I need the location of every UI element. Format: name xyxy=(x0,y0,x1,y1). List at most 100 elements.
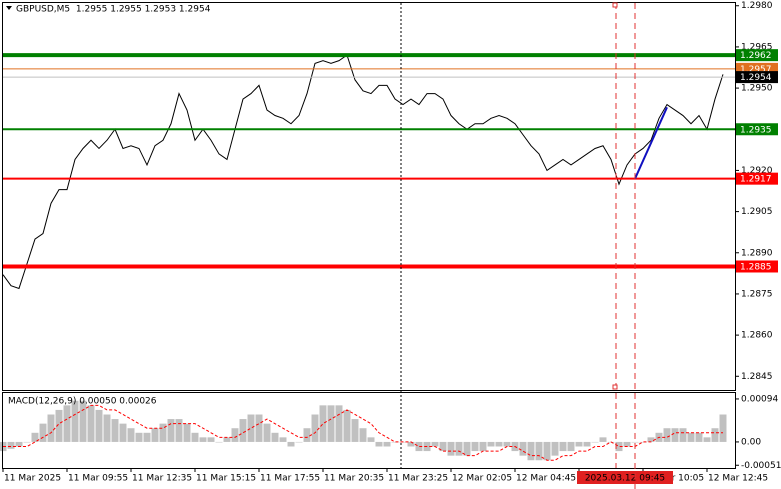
histogram-bar xyxy=(7,441,15,449)
histogram-bar xyxy=(583,441,591,447)
histogram-bar xyxy=(287,441,295,447)
level-label-box xyxy=(736,260,778,273)
histogram-bar xyxy=(543,441,551,461)
y-tick-label: 1.2860 xyxy=(741,331,773,341)
y-tick-label: 1.2905 xyxy=(741,207,773,217)
histogram-bar xyxy=(567,441,575,452)
level-label: 1.2917 xyxy=(736,172,778,185)
trade-line xyxy=(634,106,668,180)
level-label-box xyxy=(736,172,778,185)
x-tick-label: 11 Mar 09:55 xyxy=(68,474,128,484)
histogram-bar xyxy=(503,441,511,447)
histogram-bar xyxy=(415,441,423,452)
x-tick-label: 11 Mar 15:15 xyxy=(196,474,256,484)
histogram-bar xyxy=(279,437,287,442)
y-tick-label: 1.2875 xyxy=(741,289,773,299)
histogram-bar xyxy=(199,437,207,442)
histogram-bar xyxy=(135,432,143,442)
histogram-bar xyxy=(591,441,599,443)
x-tick-label: 11 Mar 2025 xyxy=(4,474,61,484)
histogram-bar xyxy=(127,428,135,442)
histogram-bar xyxy=(223,437,231,442)
macd-title: MACD(12,26,9) 0.00050 0.00026 xyxy=(8,397,157,407)
level-label: 1.2954 xyxy=(736,71,778,84)
y-tick-label: 1.2890 xyxy=(741,248,773,258)
level-label-text: 1.2935 xyxy=(740,125,772,135)
histogram-bar xyxy=(479,441,487,452)
histogram-bar xyxy=(431,441,439,447)
histogram-bar xyxy=(247,414,255,442)
histogram-bar xyxy=(575,441,583,447)
histogram-bar xyxy=(471,441,479,452)
histogram-bar xyxy=(519,441,527,456)
histogram-bar xyxy=(143,432,151,442)
chart-title: GBPUSD,M5 1.2955 1.2955 1.2953 1.2954 xyxy=(16,5,211,15)
histogram-bar xyxy=(295,441,303,443)
histogram-bar xyxy=(463,441,471,456)
y-tick-label: 1.2845 xyxy=(741,372,773,382)
histogram-bar xyxy=(151,428,159,442)
y-tick-label: 1.2980 xyxy=(741,1,773,11)
histogram-bar xyxy=(367,437,375,442)
histogram-bar xyxy=(631,441,639,443)
histogram-bar xyxy=(647,437,655,442)
y-tick-label: 1.2920 xyxy=(741,166,773,176)
histogram-bar xyxy=(439,441,447,452)
histogram-bar xyxy=(303,428,311,442)
marker-handle xyxy=(612,2,618,8)
histogram-bar xyxy=(599,437,607,442)
y-tick-label: 0.00 xyxy=(741,437,761,447)
histogram-bar xyxy=(351,419,359,442)
level-label: 1.2885 xyxy=(736,260,778,273)
macd-panel-frame xyxy=(2,392,736,469)
histogram-bar xyxy=(119,423,127,442)
level-label-box xyxy=(736,71,778,84)
histogram-bar xyxy=(447,441,455,456)
marker-handle xyxy=(612,384,618,390)
x-tick-label: 12 Mar 02:05 xyxy=(452,474,512,484)
histogram-bar xyxy=(495,441,503,447)
histogram-bar xyxy=(535,441,543,461)
histogram-bar xyxy=(343,409,351,442)
y-tick-label: 1.2950 xyxy=(741,84,773,94)
histogram-bar xyxy=(695,432,703,442)
menu-icon xyxy=(6,6,12,10)
histogram-bar xyxy=(79,400,87,442)
y-tick-label: -0.00051 xyxy=(741,461,781,471)
x-tick-label: 12 Mar 04:45 xyxy=(516,474,576,484)
histogram-bar xyxy=(551,441,559,456)
histogram-bar xyxy=(271,432,279,442)
histogram-bar xyxy=(15,441,23,447)
x-tick-label: 11 Mar 12:35 xyxy=(132,474,192,484)
histogram-bar xyxy=(191,432,199,442)
histogram-bar xyxy=(39,423,47,442)
histogram-bar xyxy=(639,441,647,443)
y-tick-label: 1.2965 xyxy=(741,42,773,52)
level-label-text: 1.2957 xyxy=(740,65,772,75)
histogram-bar xyxy=(263,423,271,442)
histogram-bar xyxy=(63,405,71,442)
crosshair-label: 2025.03.12 09:45 xyxy=(585,474,665,484)
x-tick-label: 11 Mar 17:55 xyxy=(260,474,320,484)
histogram-bar xyxy=(47,414,55,442)
histogram-bar xyxy=(487,441,495,447)
level-label-text: 1.2885 xyxy=(740,262,772,272)
histogram-bar xyxy=(327,405,335,442)
x-tick-label: 11 Mar 20:35 xyxy=(324,474,384,484)
histogram-bar xyxy=(207,437,215,442)
x-tick-label: 11 Mar 23:25 xyxy=(388,474,448,484)
histogram-bar xyxy=(671,428,679,442)
histogram-bar xyxy=(95,409,103,442)
x-tick-label: 12 Mar 10:05 xyxy=(644,474,704,484)
level-label: 1.2935 xyxy=(736,123,778,135)
histogram-bar xyxy=(623,441,631,447)
histogram-bar xyxy=(615,441,623,452)
histogram-bar xyxy=(335,405,343,442)
y-tick-label: 0.00094 xyxy=(741,394,778,404)
histogram-bar xyxy=(231,428,239,442)
histogram-bar xyxy=(23,441,31,443)
histogram-bar xyxy=(255,414,263,442)
histogram-bar xyxy=(527,441,535,461)
